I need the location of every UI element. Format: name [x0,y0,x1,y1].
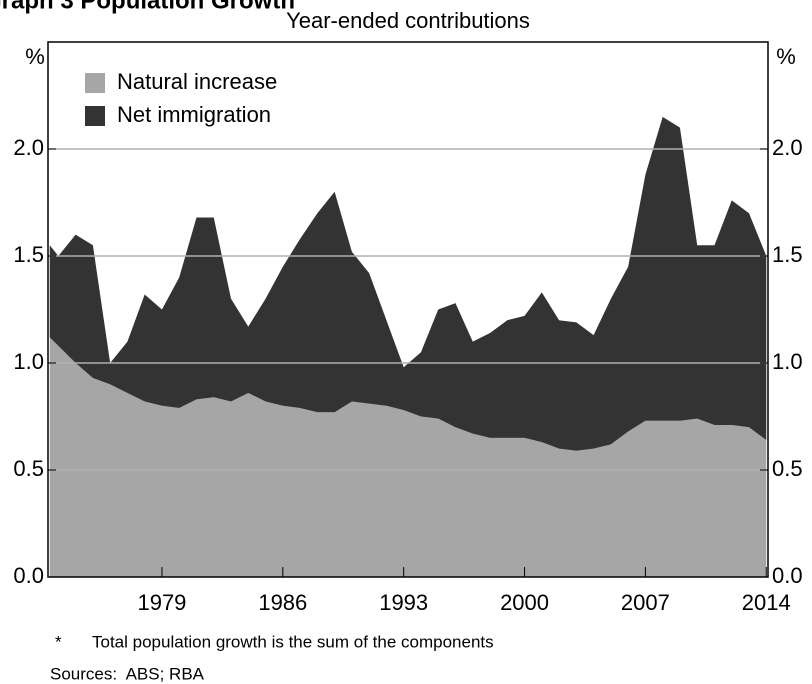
legend-label: Net immigration [117,102,271,127]
y2-tick-label: 0.0 [772,563,803,588]
y-tick-label: 1.5 [13,242,44,267]
plot-frame [47,41,769,578]
chart-subtitle: Year-ended contributions [286,8,530,33]
x-tick-label: 2000 [500,590,549,615]
x-tick-label: 2007 [621,590,670,615]
x-tick-label: 1986 [258,590,307,615]
y2-tick-label: 1.5 [772,242,803,267]
source: Sources: ABS; RBA [50,664,205,683]
legend-swatch [85,73,105,93]
area [49,337,767,577]
y-tick-label: 2.0 [13,135,44,160]
y-tick-label: 0.5 [13,456,44,481]
footnote: Total population growth is the sum of th… [92,632,494,651]
legend-label: Natural increase [117,69,277,94]
y2-tick-label: 1.0 [772,349,803,374]
y2-tick-label: 2.0 [772,135,803,160]
chart-title: Graph 3 Population Growth [0,0,295,14]
x-tick-label: 2014 [742,590,791,615]
y2-tick-label: 0.5 [772,456,803,481]
y-tick-label: 1.0 [13,349,44,374]
area [49,116,767,451]
y2-unit: % [776,44,796,69]
y-unit: % [25,44,45,69]
legend-swatch [85,106,105,126]
x-tick-label: 1993 [379,590,428,615]
y-tick-label: 0.0 [13,563,44,588]
x-tick-label: 1979 [137,590,186,615]
footnote-marker: * [55,632,62,651]
